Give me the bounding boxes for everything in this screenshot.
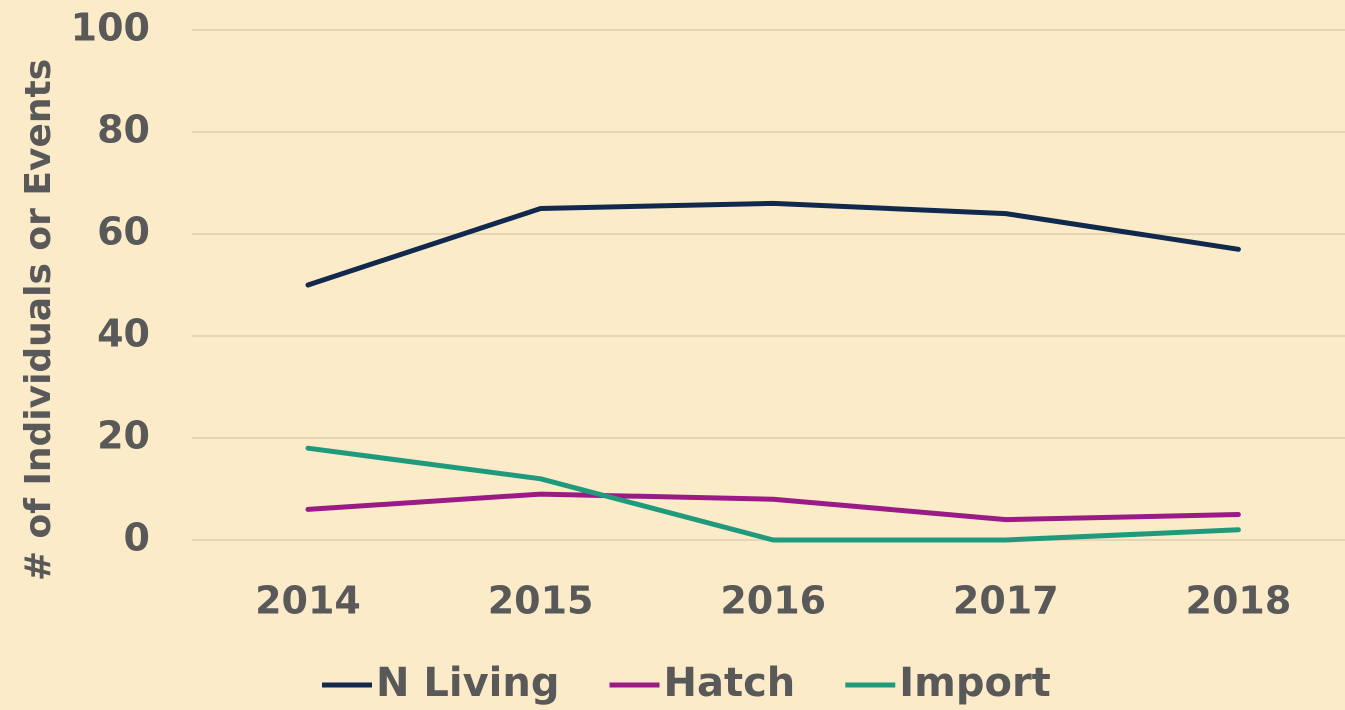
legend-label: Hatch <box>664 660 796 706</box>
y-tick-label: 60 <box>97 210 150 254</box>
series-line <box>305 445 1241 543</box>
legend-label: Import <box>899 660 1051 706</box>
y-tick-label: 20 <box>97 414 150 458</box>
series-line <box>305 491 1241 523</box>
y-axis-label: # of Individuals or Events <box>18 59 59 581</box>
y-tick-label: 0 <box>124 516 150 560</box>
legend-label: N Living <box>376 660 560 706</box>
y-tick-label: 100 <box>71 6 150 50</box>
y-tick-label: 40 <box>97 312 150 356</box>
x-tick-label: 2018 <box>1186 579 1292 623</box>
x-tick-label: 2017 <box>953 579 1059 623</box>
x-tick-label: 2016 <box>720 579 826 623</box>
x-tick-label: 2015 <box>488 579 594 623</box>
series-line <box>305 200 1241 288</box>
x-tick-label: 2014 <box>255 579 361 623</box>
y-tick-label: 80 <box>97 108 150 152</box>
